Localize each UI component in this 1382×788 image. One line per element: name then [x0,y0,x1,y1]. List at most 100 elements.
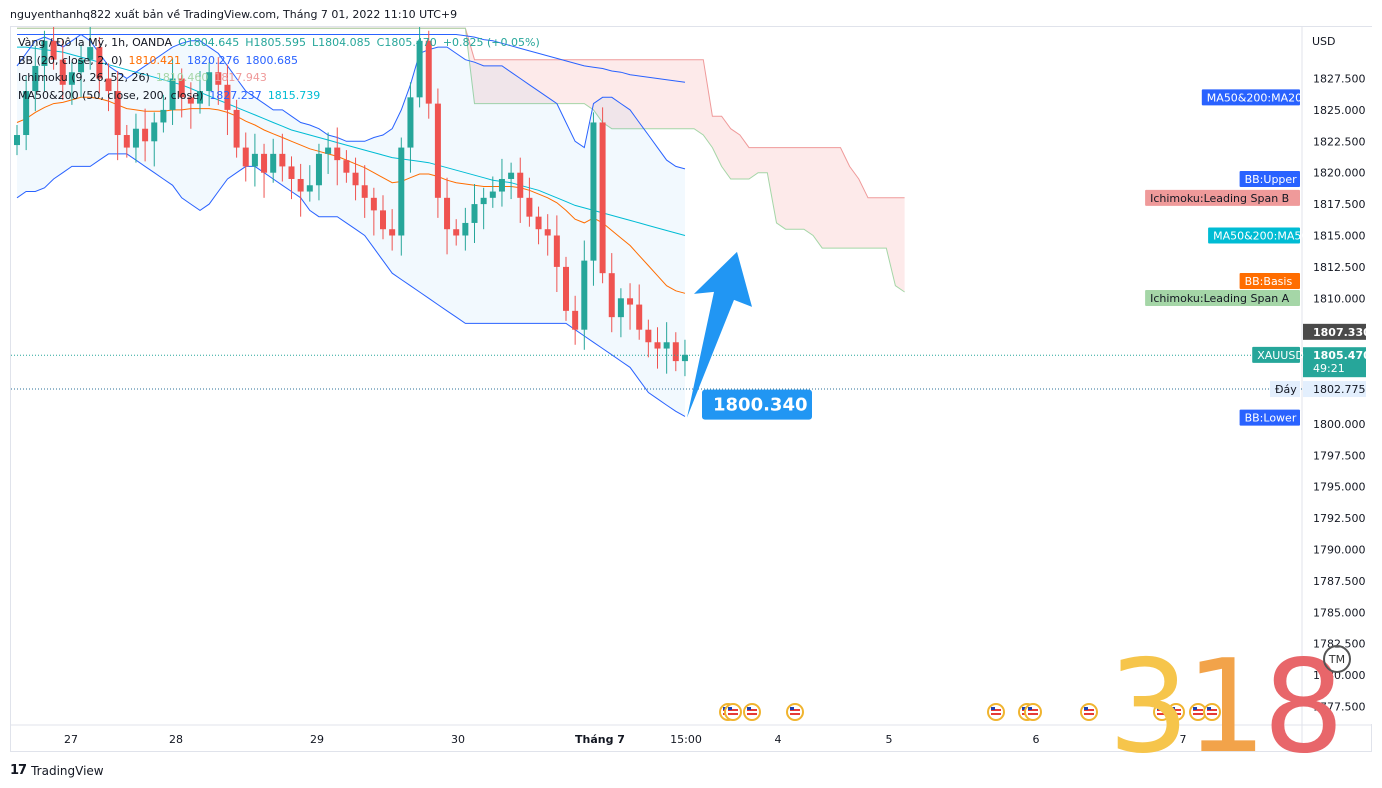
axis-tag [1252,346,1300,363]
candle-body [370,197,377,211]
candle-body [78,59,85,73]
y-tick-label: 1822.500 [1313,135,1366,148]
candle-body [508,172,515,179]
candle-body [215,72,222,85]
candle-body [132,128,139,148]
candle-body [380,210,386,230]
legend-ma50: 1815.739 [267,88,321,102]
x-tick-label: 28 [169,733,183,746]
us-flag-icon [786,703,804,721]
day-low-tag [1270,381,1300,398]
candle-body [251,153,258,167]
last-price-box [1303,347,1366,378]
candle-body [398,147,405,236]
candle-body [407,97,414,148]
candle-body [563,266,569,311]
footer[interactable]: 17 TradingView [10,763,104,778]
flag-stripe [1171,709,1181,711]
flag-canton [747,707,751,710]
legend-ichimoku[interactable]: Ichimoku (9, 26, 52, 26) 1810.460 1817.9… [18,69,540,87]
axis-tag [1145,290,1300,307]
flag-stripe [1028,709,1038,711]
tradingview-logo-icon: 17 [10,763,27,778]
flag-canton [1084,707,1088,710]
flag-stripe [747,709,757,711]
candle-body [123,135,130,148]
flag-ring [786,703,804,721]
candle-body [389,229,396,236]
candle-body [480,197,487,205]
x-tick-label: 7 [1180,733,1187,746]
axis-tag-label: Ichimoku:Leading Span B [1150,192,1289,205]
candle-body [416,40,423,98]
flag-stripe [1028,713,1038,715]
legend-ma200: 1827.237 [209,88,262,102]
flag-stripe [991,709,1001,711]
candle-body [270,153,277,173]
axis-tag [1145,189,1300,206]
chart-legend: Vàng / Đô la Mỹ, 1h, OANDA O1804.645 H18… [18,34,540,104]
candle-body [352,172,359,186]
flag-stripe [747,713,757,715]
candle-body [343,160,350,173]
candle-body [197,91,203,104]
candle-body [627,298,634,305]
candle-body [279,153,286,167]
y-tick-label: 1825.000 [1313,104,1366,117]
bb-basis-line [16,96,686,294]
x-tick-label: 6 [1033,733,1040,746]
candle-body [434,103,441,198]
candle-body [206,72,213,92]
candle-body [151,122,158,142]
flag-canton [1193,707,1197,710]
candle-body [590,122,597,261]
us-flag-icon [724,703,742,721]
candle-body [233,109,240,148]
y-tick-label: 1792.500 [1313,512,1366,525]
candle-body [288,166,295,179]
legend-low: L1804.085 [312,36,371,49]
legend-main[interactable]: Vàng / Đô la Mỹ, 1h, OANDA O1804.645 H18… [18,34,540,52]
flag-canton [790,707,794,710]
x-tick-label: 15:00 [670,733,702,746]
flag-stripe [1157,713,1167,715]
y-tick-label: 1827.500 [1313,73,1366,86]
watermark-digit-2: 1 [1185,633,1266,782]
candle-body [325,147,332,154]
flag-stripe [1171,713,1181,715]
day-low-value: 1802.775 [1313,383,1366,396]
candle-body [242,147,249,167]
candle-body [599,122,606,274]
candle-body [50,40,57,60]
candle-body [663,342,670,349]
axis-tag-label: MA50&200:MA50 [1213,230,1308,243]
x-tick-label: 4 [775,733,782,746]
legend-main-name: Vàng / Đô la Mỹ, 1h, OANDA [18,36,173,49]
legend-bb[interactable]: BB (20, close, 2, 0) 1810.421 1820.276 1… [18,52,540,70]
candle-body [636,304,643,330]
candle-body [59,59,66,85]
axis-tag-label: XAUUSD [1257,349,1304,362]
candle-body [169,78,176,110]
candle-body [498,178,505,192]
candle-body [444,197,451,230]
flag-stripe [1157,709,1167,711]
flag-ring [724,703,742,721]
axis-tag-label: BB:Basis [1245,275,1293,288]
flag-stripe [790,709,800,711]
y-tick-label: 1780.000 [1313,669,1366,682]
day-low-tag-label: Đáy [1275,383,1297,396]
candle-body [87,47,94,60]
legend-ma[interactable]: MA50&200 (50, close, 200, close) 1827.23… [18,87,540,105]
candle-body [23,91,30,136]
candle-body [114,91,121,136]
candle-body [261,153,268,173]
y-tick-label: 1785.000 [1313,606,1366,619]
axis-tag-label: BB:Lower [1245,412,1297,425]
ichimoku-cloud [17,28,905,293]
publication-line: nguyenthanhq822 xuất bản về TradingView.… [10,8,458,21]
candle-body [68,72,75,85]
annotation-box [702,389,812,420]
ma200-line [17,34,686,83]
